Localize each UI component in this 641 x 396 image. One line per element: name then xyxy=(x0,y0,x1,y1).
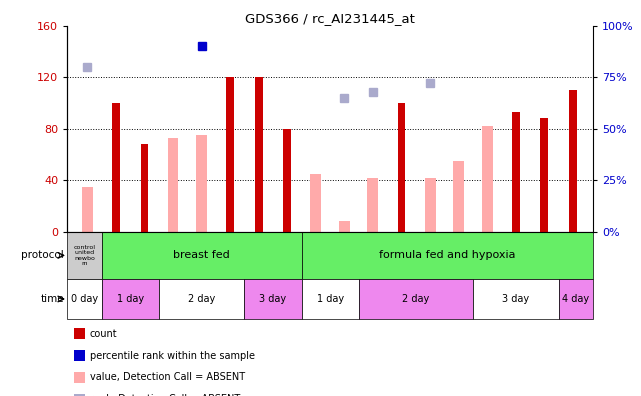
Bar xyxy=(559,279,593,319)
Bar xyxy=(226,77,234,232)
Bar xyxy=(82,187,93,232)
Bar xyxy=(101,279,159,319)
Bar xyxy=(473,279,559,319)
Text: formula fed and hypoxia: formula fed and hypoxia xyxy=(379,250,515,261)
Text: 2 day: 2 day xyxy=(402,294,429,304)
Bar xyxy=(301,232,593,279)
Bar xyxy=(367,177,378,232)
Bar xyxy=(196,135,207,232)
Text: count: count xyxy=(90,329,117,339)
Bar xyxy=(397,103,406,232)
Bar xyxy=(453,161,464,232)
Bar xyxy=(283,129,291,232)
Bar xyxy=(67,279,101,319)
Text: protocol: protocol xyxy=(21,250,64,261)
Bar xyxy=(140,144,148,232)
Text: rank, Detection Call = ABSENT: rank, Detection Call = ABSENT xyxy=(90,394,240,396)
Bar xyxy=(159,279,244,319)
Bar xyxy=(67,232,101,279)
Bar xyxy=(512,112,520,232)
Text: 3 day: 3 day xyxy=(260,294,287,304)
Bar xyxy=(359,279,473,319)
Text: 2 day: 2 day xyxy=(188,294,215,304)
Bar xyxy=(301,279,359,319)
Bar xyxy=(569,90,577,232)
Text: value, Detection Call = ABSENT: value, Detection Call = ABSENT xyxy=(90,372,245,383)
Text: percentile rank within the sample: percentile rank within the sample xyxy=(90,350,254,361)
Bar xyxy=(482,126,493,232)
Bar xyxy=(167,138,178,232)
Bar xyxy=(254,77,263,232)
Bar xyxy=(424,177,436,232)
Text: control
united
newbo
rn: control united newbo rn xyxy=(74,245,96,266)
Bar xyxy=(310,174,321,232)
Text: time: time xyxy=(40,294,64,304)
Text: 1 day: 1 day xyxy=(317,294,344,304)
Text: breast fed: breast fed xyxy=(173,250,230,261)
Bar xyxy=(339,221,350,232)
Text: 3 day: 3 day xyxy=(503,294,529,304)
Bar xyxy=(540,118,548,232)
Text: 0 day: 0 day xyxy=(71,294,98,304)
Text: 4 day: 4 day xyxy=(562,294,589,304)
Bar xyxy=(101,232,301,279)
Text: 1 day: 1 day xyxy=(117,294,144,304)
Title: GDS366 / rc_AI231445_at: GDS366 / rc_AI231445_at xyxy=(245,11,415,25)
Bar xyxy=(244,279,301,319)
Bar xyxy=(112,103,120,232)
